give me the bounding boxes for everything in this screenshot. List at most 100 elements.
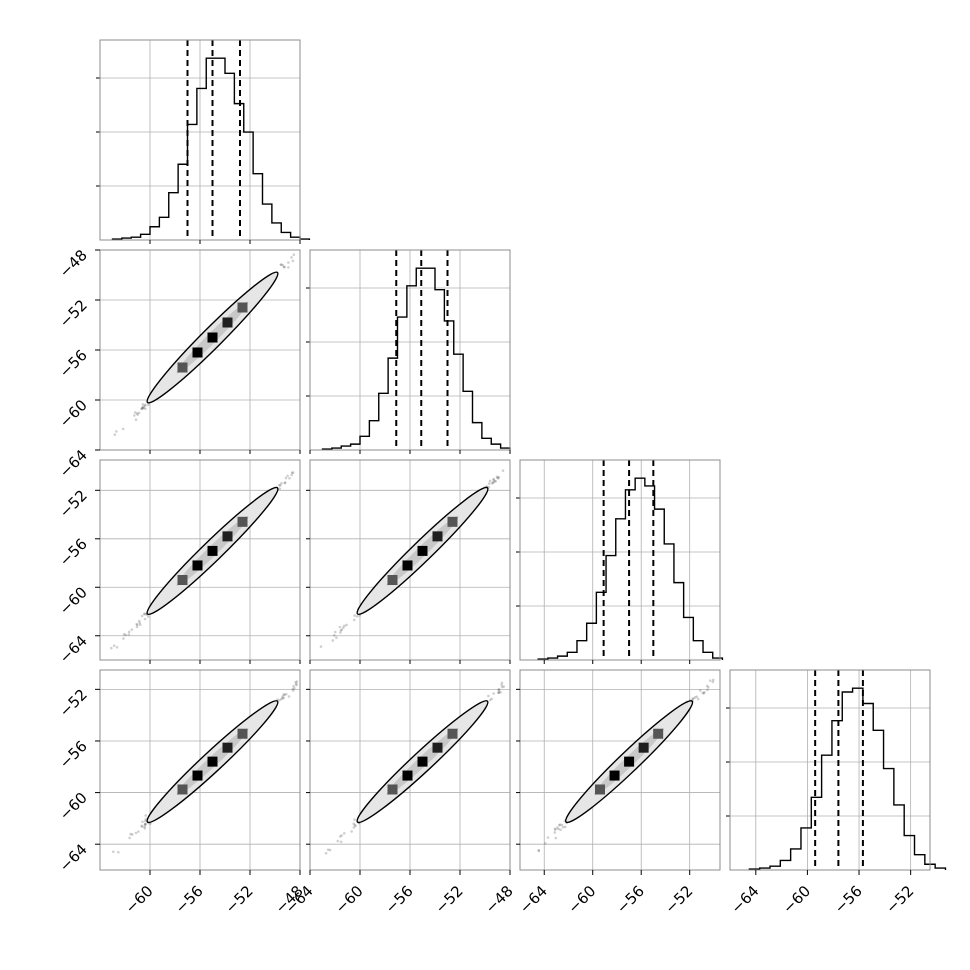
sample-point — [144, 814, 147, 817]
sample-point — [146, 615, 150, 618]
sample-point — [333, 630, 337, 634]
sample-point — [135, 622, 139, 626]
sample-point — [294, 681, 297, 684]
sample-point — [354, 824, 357, 828]
sample-point — [280, 697, 283, 701]
sample-point — [342, 831, 346, 835]
sample-point — [143, 819, 147, 823]
x-tick-label: −52 — [432, 882, 467, 917]
sample-point — [291, 689, 295, 692]
sample-point — [136, 623, 139, 627]
sample-point — [490, 697, 493, 701]
sample-point — [140, 825, 144, 828]
sample-point — [496, 476, 499, 480]
sample-point — [339, 631, 342, 634]
sample-point — [708, 679, 712, 682]
sample-point — [492, 692, 495, 695]
sample-point — [501, 469, 505, 472]
sample-point — [352, 826, 356, 829]
sample-point — [353, 614, 356, 617]
density-cell — [237, 302, 248, 313]
density-cell — [237, 728, 248, 739]
sample-point — [497, 690, 501, 693]
sample-point — [553, 827, 557, 831]
sample-point — [563, 825, 567, 829]
sample-point — [111, 850, 115, 854]
x-tick-label: −60 — [564, 882, 599, 917]
sample-point — [324, 851, 328, 855]
density-cell — [417, 545, 428, 556]
sample-point — [133, 414, 136, 417]
x-tick-label: −52 — [882, 882, 917, 917]
sample-point — [291, 687, 295, 691]
x-tick-label: −48 — [482, 882, 517, 917]
sample-point — [280, 263, 283, 266]
sample-point — [500, 681, 504, 685]
sample-point — [353, 818, 356, 821]
y-tick-label: −52 — [56, 486, 91, 521]
sample-point — [499, 690, 502, 694]
sample-point — [283, 481, 287, 485]
sample-point — [143, 827, 147, 830]
sample-point — [115, 646, 119, 649]
sample-point — [127, 633, 131, 636]
sample-point — [293, 686, 296, 690]
y-tick-label: −64 — [56, 840, 91, 875]
density-cell — [222, 317, 233, 328]
sample-point — [487, 694, 490, 698]
sample-point — [280, 481, 283, 485]
sample-point — [554, 836, 558, 840]
sample-point — [711, 678, 715, 682]
sample-point — [295, 683, 298, 687]
sample-point — [136, 413, 139, 416]
sample-point — [291, 471, 295, 474]
sample-point — [130, 833, 134, 836]
sample-point — [127, 630, 131, 634]
x-tick-label: −64 — [727, 882, 762, 917]
sample-point — [703, 690, 706, 694]
density-cell — [432, 531, 443, 542]
sample-point — [492, 480, 495, 484]
density-cell — [387, 575, 398, 585]
sample-point — [141, 403, 145, 406]
sample-point — [705, 684, 709, 688]
sample-point — [701, 691, 705, 695]
sample-point — [137, 411, 141, 415]
panel-frame — [519, 459, 721, 661]
sample-point — [691, 697, 694, 701]
sample-point — [286, 474, 289, 478]
sample-point — [336, 839, 340, 843]
sample-point — [287, 266, 290, 269]
sample-point — [553, 828, 557, 831]
sample-point — [500, 683, 503, 687]
sample-point — [693, 696, 697, 699]
density-cell — [595, 784, 605, 795]
density-cell — [402, 560, 413, 571]
sample-point — [691, 697, 695, 700]
sample-point — [147, 403, 150, 407]
density-cell — [192, 347, 203, 358]
y-tick-label: −60 — [56, 789, 91, 824]
sample-point — [343, 624, 346, 628]
sample-point — [544, 842, 547, 845]
sample-point — [292, 253, 296, 256]
sample-point — [138, 621, 141, 625]
sample-point — [558, 823, 561, 827]
sample-point — [281, 696, 284, 700]
sample-point — [560, 823, 564, 827]
sample-point — [328, 848, 332, 852]
sample-point — [319, 645, 323, 648]
sample-point — [288, 476, 291, 480]
x-tick-label: −52 — [661, 882, 696, 917]
sample-point — [113, 433, 117, 436]
sample-point — [140, 407, 144, 411]
sample-point — [339, 629, 343, 632]
histogram-step — [321, 267, 511, 450]
sample-point — [143, 612, 146, 616]
sample-point — [143, 825, 147, 828]
sample-point — [326, 848, 330, 851]
sample-point — [559, 828, 562, 832]
x-tick-label: −64 — [516, 882, 551, 917]
sample-point — [122, 637, 125, 640]
sample-point — [537, 848, 541, 852]
